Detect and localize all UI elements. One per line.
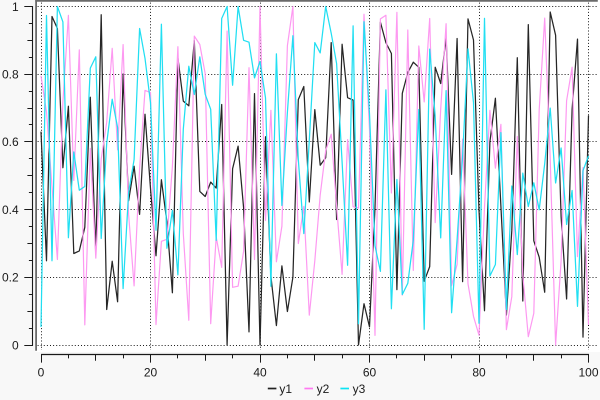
svg-text:0: 0 — [12, 338, 19, 352]
svg-text:0.8: 0.8 — [2, 68, 19, 82]
svg-text:y1: y1 — [279, 382, 292, 396]
svg-text:40: 40 — [253, 366, 267, 380]
svg-text:100: 100 — [578, 366, 598, 380]
svg-text:y3: y3 — [353, 382, 366, 396]
svg-text:80: 80 — [472, 366, 486, 380]
svg-text:0.4: 0.4 — [2, 203, 19, 217]
svg-text:0.2: 0.2 — [2, 271, 19, 285]
svg-text:20: 20 — [144, 366, 158, 380]
svg-text:0: 0 — [38, 366, 45, 380]
svg-text:y2: y2 — [317, 382, 330, 396]
svg-text:0.6: 0.6 — [2, 135, 19, 149]
svg-text:1: 1 — [12, 0, 19, 14]
svg-text:60: 60 — [363, 366, 377, 380]
